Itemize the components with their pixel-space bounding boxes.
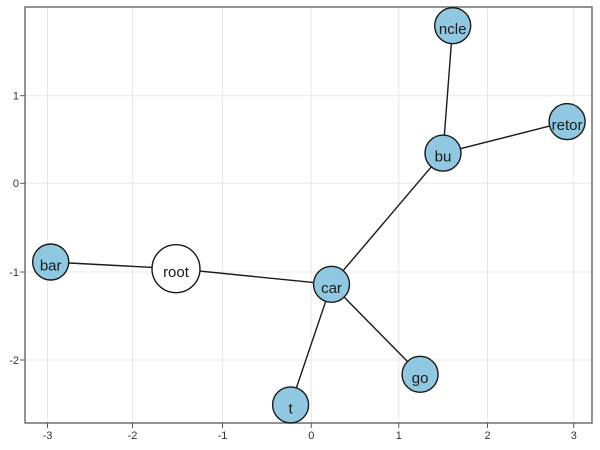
svg-text:-2: -2: [128, 430, 138, 442]
svg-text:retor: retor: [552, 117, 583, 134]
svg-text:0: 0: [308, 430, 314, 442]
svg-text:bu: bu: [435, 149, 452, 166]
svg-text:2: 2: [484, 430, 490, 442]
svg-text:-1: -1: [9, 267, 19, 279]
svg-text:car: car: [321, 280, 342, 297]
svg-text:go: go: [412, 370, 429, 387]
svg-text:-2: -2: [9, 355, 19, 367]
svg-text:-1: -1: [218, 430, 228, 442]
svg-text:1: 1: [396, 430, 402, 442]
svg-text:3: 3: [571, 430, 577, 442]
svg-text:0: 0: [13, 178, 19, 190]
svg-text:1: 1: [13, 91, 19, 103]
svg-text:ncle: ncle: [439, 21, 467, 38]
svg-text:root: root: [163, 264, 190, 281]
svg-text:bar: bar: [40, 257, 62, 274]
svg-text:-3: -3: [43, 430, 53, 442]
